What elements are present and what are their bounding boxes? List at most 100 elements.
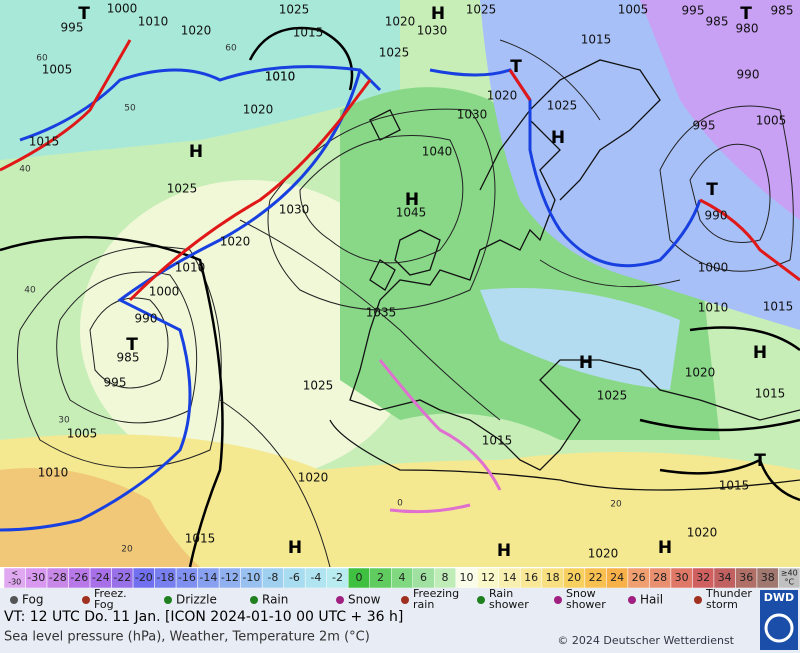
pressure-label: 1010 (38, 466, 69, 480)
region (640, 0, 800, 220)
pressure-label: 1015 (482, 434, 513, 448)
isobar (299, 135, 464, 264)
scale-label: 12 (481, 571, 495, 584)
weather-icon (554, 596, 562, 604)
temperature-scale: <-30 -30 -28 -26 -24 -22 -20 -18 -16 -14 -12 -10 -8-… (3, 567, 800, 589)
pressure-label: 1010 (265, 70, 296, 84)
occluded-front (378, 359, 502, 514)
scale-label: 20 (567, 571, 581, 584)
pressure-label: 1025 (167, 182, 198, 196)
scale-label: 36 (739, 571, 753, 584)
pressure-center: H (431, 4, 445, 24)
pressure-label: 1025 (279, 3, 310, 17)
weather-label: Freezing (413, 587, 459, 600)
weather-label: Rain (262, 593, 288, 607)
logo-text: DWD (764, 591, 794, 604)
pressure-label: 985 (771, 4, 794, 18)
pressure-center: H (405, 190, 419, 210)
scale-label: -4 (310, 571, 321, 584)
scale-label: -30 (27, 571, 45, 584)
pressure-label: 1025 (379, 46, 410, 60)
region (0, 0, 400, 160)
pressure-center: T (754, 451, 766, 471)
pressure-label: 990 (705, 209, 728, 223)
pressure-label: 1015 (29, 135, 60, 149)
pressure-label: 1015 (185, 532, 216, 546)
scale-label: 14 (503, 571, 517, 584)
weather-icon (336, 596, 344, 604)
weather-icon (628, 596, 636, 604)
isobar (219, 39, 681, 568)
temperature-label: 0 (397, 499, 403, 509)
pressure-label: 1000 (107, 2, 138, 16)
scale-label: 16 (524, 571, 538, 584)
isobar (248, 26, 354, 91)
weather-icon (477, 596, 485, 604)
scale-label: -22 (113, 571, 131, 584)
scale-label: 0 (355, 571, 362, 584)
pressure-center: T (740, 4, 752, 24)
scale-label: -20 (135, 571, 153, 584)
pressure-label: 1005 (618, 3, 649, 17)
pressure-label: 1000 (698, 261, 729, 275)
scale-label: -14 (199, 571, 217, 584)
isobar (89, 297, 169, 389)
pressure-center: T (78, 4, 90, 24)
pressure-label: 1025 (547, 99, 578, 113)
scale-label: 38 (761, 571, 775, 584)
scale-label: 18 (546, 571, 560, 584)
pressure-label: 1015 (755, 387, 786, 401)
scale-label: °C (784, 578, 794, 587)
isobar (659, 105, 794, 272)
region (80, 180, 420, 480)
pressure-label: 1000 (149, 285, 180, 299)
weather-label: shower (566, 598, 606, 611)
weather-label: Freez. (94, 587, 127, 600)
pressure-label: 995 (682, 4, 705, 18)
weather-label: Snow (566, 587, 596, 600)
scale-label: 8 (442, 571, 449, 584)
pressure-label: 995 (61, 21, 84, 35)
region (480, 288, 680, 390)
pressure-label: 1005 (42, 63, 73, 77)
scale-label: < (11, 569, 18, 578)
weather-label: shower (489, 598, 529, 611)
weather-label: Hail (640, 593, 663, 607)
scale-label: -18 (156, 571, 174, 584)
pressure-label: 1005 (756, 114, 787, 128)
pressure-label: 1015 (719, 479, 750, 493)
pressure-label: 1035 (366, 306, 397, 320)
pressure-label: 985 (706, 15, 729, 29)
pressure-label: 1015 (581, 33, 612, 47)
weather-label: Fog (22, 593, 43, 607)
pressure-label: 1040 (422, 145, 453, 159)
weather-icon (10, 596, 18, 604)
scale-label: ≥40 (781, 569, 798, 578)
scale-label: -6 (289, 571, 300, 584)
copyright: © 2024 Deutscher Wetterdienst (557, 634, 734, 647)
weather-legend: Fog Freez.Fog Drizzle Rain Snow FreezingrainR… (10, 587, 752, 611)
description: Sea level pressure (hPa), Weather, Tempe… (4, 630, 370, 645)
pressure-center: T (126, 335, 138, 355)
scale-label: 26 (632, 571, 646, 584)
pressure-label: 1020 (687, 526, 718, 540)
pressure-center: H (288, 538, 302, 558)
pressure-label: 985 (117, 351, 140, 365)
coastline (369, 59, 661, 201)
pressure-center: T (706, 180, 718, 200)
warm-front (508, 69, 800, 282)
weather-icon (401, 596, 409, 604)
isobar (56, 271, 198, 424)
scale-label: 2 (377, 571, 384, 584)
isobar (689, 143, 771, 243)
weather-label: rain (413, 598, 434, 611)
scale-label: -26 (70, 571, 88, 584)
pressure-label: 1025 (303, 379, 334, 393)
pressure-label: 990 (737, 68, 760, 82)
scale-label: 34 (718, 571, 732, 584)
pressure-label: 990 (135, 312, 158, 326)
isobar (267, 108, 496, 311)
scale-label: 4 (399, 571, 406, 584)
scale-label: 22 (589, 571, 603, 584)
